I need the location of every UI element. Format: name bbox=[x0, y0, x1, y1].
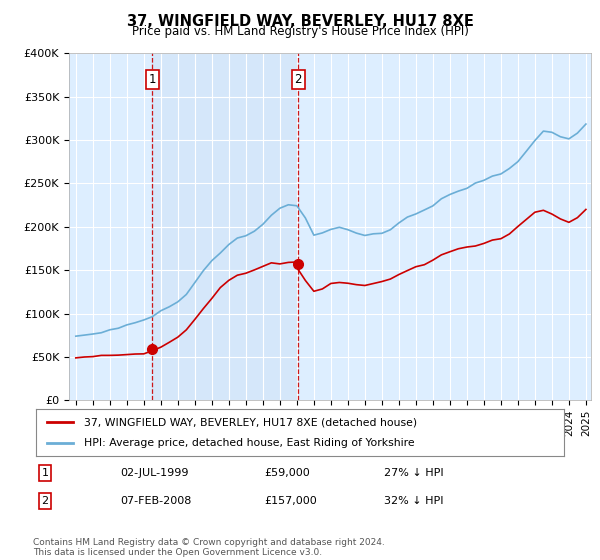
Text: 1: 1 bbox=[41, 468, 49, 478]
Text: HPI: Average price, detached house, East Riding of Yorkshire: HPI: Average price, detached house, East… bbox=[83, 438, 414, 448]
Text: 37, WINGFIELD WAY, BEVERLEY, HU17 8XE (detached house): 37, WINGFIELD WAY, BEVERLEY, HU17 8XE (d… bbox=[83, 417, 416, 427]
Text: 37, WINGFIELD WAY, BEVERLEY, HU17 8XE: 37, WINGFIELD WAY, BEVERLEY, HU17 8XE bbox=[127, 14, 473, 29]
Text: Contains HM Land Registry data © Crown copyright and database right 2024.
This d: Contains HM Land Registry data © Crown c… bbox=[33, 538, 385, 557]
Text: 2: 2 bbox=[41, 496, 49, 506]
Text: 27% ↓ HPI: 27% ↓ HPI bbox=[384, 468, 443, 478]
Bar bbox=[152, 53, 298, 400]
Text: 02-JUL-1999: 02-JUL-1999 bbox=[120, 468, 188, 478]
Text: 1: 1 bbox=[149, 73, 156, 86]
Text: £59,000: £59,000 bbox=[264, 468, 310, 478]
Text: £157,000: £157,000 bbox=[264, 496, 317, 506]
Text: 32% ↓ HPI: 32% ↓ HPI bbox=[384, 496, 443, 506]
Text: Price paid vs. HM Land Registry's House Price Index (HPI): Price paid vs. HM Land Registry's House … bbox=[131, 25, 469, 38]
Text: 07-FEB-2008: 07-FEB-2008 bbox=[120, 496, 191, 506]
Text: 2: 2 bbox=[295, 73, 302, 86]
